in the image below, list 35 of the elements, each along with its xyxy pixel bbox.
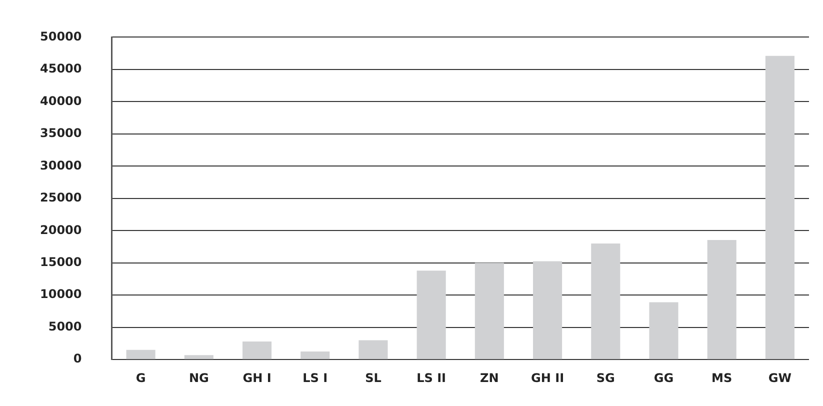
y-tick-label: 10000 bbox=[40, 287, 82, 302]
bar bbox=[416, 270, 446, 360]
x-tick-label: SG bbox=[596, 370, 615, 385]
y-tick-label: 35000 bbox=[40, 126, 82, 140]
x-tick-label: NG bbox=[188, 370, 209, 385]
x-tick-label: LS I bbox=[302, 370, 328, 385]
x-tick-label: LS II bbox=[416, 370, 446, 385]
y-tick-label: 0 bbox=[73, 352, 82, 366]
y-tick-label: 25000 bbox=[40, 190, 82, 205]
x-tick-label: GH I bbox=[242, 370, 272, 385]
bar bbox=[765, 56, 794, 360]
y-tick-label: 50000 bbox=[40, 29, 82, 44]
x-tick-label: GG bbox=[654, 370, 674, 385]
y-tick-label: 5000 bbox=[48, 319, 82, 334]
bar bbox=[184, 355, 214, 360]
y-tick-label: 30000 bbox=[40, 158, 82, 172]
bar bbox=[242, 342, 272, 360]
x-tick-label: ZN bbox=[480, 370, 499, 385]
bar bbox=[533, 261, 562, 360]
bar bbox=[300, 352, 330, 360]
x-tick-label: GW bbox=[768, 370, 792, 385]
x-tick-label: GH II bbox=[531, 370, 564, 385]
y-tick-label: 15000 bbox=[40, 255, 82, 270]
y-tick-label: 45000 bbox=[40, 62, 82, 76]
bar bbox=[649, 302, 678, 360]
x-tick-label: SL bbox=[365, 370, 382, 385]
x-tick-label: MS bbox=[712, 370, 732, 385]
y-tick-label: 20000 bbox=[40, 222, 82, 237]
bar bbox=[707, 240, 736, 360]
x-tick-label: G bbox=[136, 370, 146, 385]
bar bbox=[358, 340, 388, 360]
bar bbox=[126, 350, 156, 360]
bar bbox=[474, 262, 504, 360]
bar bbox=[591, 244, 620, 360]
y-tick-label: 40000 bbox=[40, 94, 82, 108]
